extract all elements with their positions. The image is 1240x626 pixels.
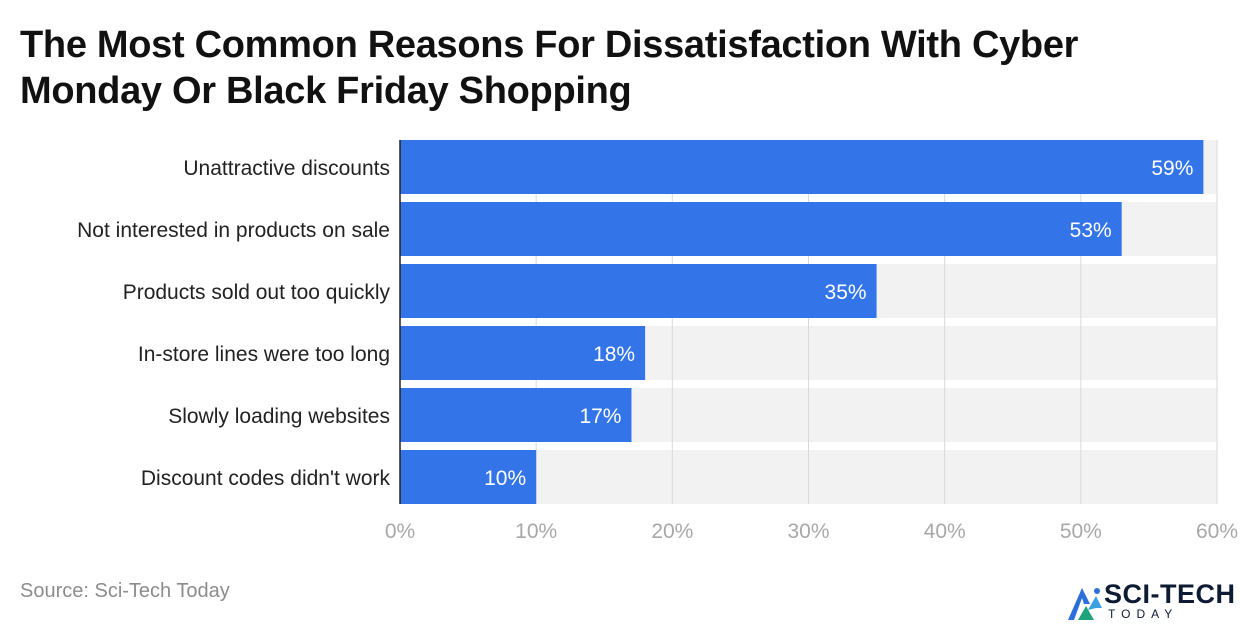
- x-tick-label: 30%: [787, 520, 829, 543]
- category-label: Slowly loading websites: [168, 405, 390, 428]
- x-tick-label: 10%: [515, 520, 557, 543]
- category-label: Unattractive discounts: [183, 157, 390, 180]
- logo-subtitle: TODAY: [1108, 607, 1179, 621]
- chart-title: The Most Common Reasons For Dissatisfact…: [20, 24, 1079, 112]
- value-label: 59%: [1151, 157, 1193, 180]
- x-tick-label: 60%: [1196, 520, 1238, 543]
- sci-tech-logo-icon: [1068, 588, 1102, 620]
- x-tick-label: 50%: [1060, 520, 1102, 543]
- category-label: Not interested in products on sale: [77, 219, 390, 242]
- x-tick-label: 20%: [651, 520, 693, 543]
- category-label: In-store lines were too long: [138, 343, 390, 366]
- value-label: 18%: [593, 343, 635, 366]
- value-label: 35%: [825, 281, 867, 304]
- bar: [400, 388, 632, 442]
- bar: [400, 140, 1204, 194]
- category-label: Discount codes didn't work: [141, 467, 391, 490]
- logo-name: SCI-TECH: [1104, 579, 1236, 609]
- bar: [400, 264, 877, 318]
- brand-logo: SCI-TECH TODAY: [1064, 578, 1240, 624]
- x-tick-label: 0%: [385, 520, 415, 543]
- category-label: Products sold out too quickly: [123, 281, 391, 304]
- bar: [400, 202, 1122, 256]
- bar: [400, 450, 537, 504]
- value-label: 53%: [1070, 219, 1112, 242]
- bar: [400, 326, 646, 380]
- source-note: Source: Sci-Tech Today: [20, 580, 230, 602]
- x-tick-label: 40%: [924, 520, 966, 543]
- value-label: 10%: [484, 467, 526, 490]
- value-label: 17%: [579, 405, 621, 428]
